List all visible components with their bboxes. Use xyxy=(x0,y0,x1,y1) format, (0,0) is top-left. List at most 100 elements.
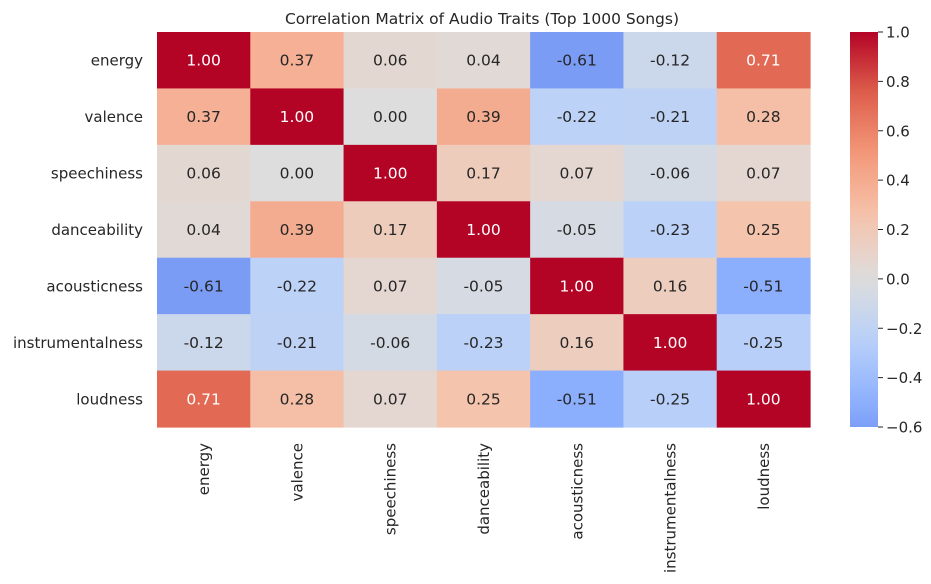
colorbar: 1.0 0.8 0.6 0.4 0.2 0.0 −0.2 −0.4 −0.6 xyxy=(850,24,922,437)
column-labels: energy valence speechiness danceability acou… xyxy=(195,443,773,573)
heatmap-cell xyxy=(250,88,345,146)
cell-value-label: 0.71 xyxy=(186,390,221,408)
heatmap-cell xyxy=(157,370,251,428)
heatmap-cell xyxy=(530,314,625,372)
heatmap-cell xyxy=(716,257,811,315)
chart-title: Correlation Matrix of Audio Traits (Top … xyxy=(285,10,679,28)
heatmap-cell xyxy=(250,257,345,315)
colorbar-tick-label: 0.8 xyxy=(886,73,910,91)
heatmap-cell xyxy=(623,314,718,372)
cell-value-label: -0.12 xyxy=(184,334,224,352)
heatmap-cell xyxy=(716,370,811,428)
cell-value-label: 0.37 xyxy=(186,108,221,126)
cell-value-label: 0.37 xyxy=(280,52,315,70)
cell-value-label: 1.00 xyxy=(466,221,501,239)
colorbar-tick-label: −0.2 xyxy=(886,320,922,338)
cell-value-label: 0.06 xyxy=(186,165,221,183)
heatmap-cells: 1.00 0.37 0.06 0.04 -0.61 -0.12 0.71 0.37 1.00 0.… xyxy=(157,32,811,428)
heatmap-cell xyxy=(530,257,625,315)
cell-value-label: 0.28 xyxy=(280,390,315,408)
cell-value-label: 0.16 xyxy=(653,277,688,295)
heatmap-cell xyxy=(250,314,345,372)
cell-value-label: -0.51 xyxy=(557,390,597,408)
cell-value-label: 0.16 xyxy=(560,334,595,352)
cell-value-label: 1.00 xyxy=(280,108,315,126)
heatmap-cell xyxy=(343,32,438,90)
row-label: energy xyxy=(91,52,143,70)
cell-value-label: -0.61 xyxy=(184,277,224,295)
column-label: loudness xyxy=(755,443,773,510)
heatmap-cell xyxy=(530,201,625,259)
cell-value-label: 0.07 xyxy=(746,165,781,183)
heatmap-cell xyxy=(436,257,531,315)
row-label: instrumentalness xyxy=(13,334,143,352)
heatmap-cell xyxy=(623,144,718,202)
row-label: loudness xyxy=(76,390,143,408)
row-label: speechiness xyxy=(51,165,143,183)
cell-value-label: 0.17 xyxy=(373,221,408,239)
cell-value-label: 0.06 xyxy=(373,52,408,70)
heatmap-cell xyxy=(436,314,531,372)
cell-value-label: -0.05 xyxy=(557,221,597,239)
cell-value-label: 0.17 xyxy=(466,165,501,183)
heatmap-cell xyxy=(623,257,718,315)
cell-value-label: -0.05 xyxy=(463,277,503,295)
cell-value-label: -0.22 xyxy=(277,277,317,295)
cell-value-label: -0.23 xyxy=(463,334,503,352)
column-label: energy xyxy=(195,443,213,495)
column-label: speechiness xyxy=(382,443,400,535)
heatmap-cell xyxy=(343,257,438,315)
heatmap-cell xyxy=(623,370,718,428)
cell-value-label: 1.00 xyxy=(653,334,688,352)
heatmap-cell xyxy=(530,370,625,428)
cell-value-label: 1.00 xyxy=(746,390,781,408)
heatmap-cell xyxy=(716,314,811,372)
cell-value-label: -0.61 xyxy=(557,52,597,70)
cell-value-label: -0.21 xyxy=(650,108,690,126)
column-label: instrumentalness xyxy=(662,443,680,573)
heatmap-cell xyxy=(343,314,438,372)
heatmap-cell xyxy=(157,88,251,146)
heatmap-cell xyxy=(716,32,811,90)
colorbar-tick-label: 0.6 xyxy=(886,122,910,140)
cell-value-label: -0.25 xyxy=(743,334,783,352)
heatmap-cell xyxy=(250,201,345,259)
cell-value-label: 0.00 xyxy=(280,165,315,183)
cell-value-label: -0.23 xyxy=(650,221,690,239)
cell-value-label: 0.04 xyxy=(466,52,501,70)
column-label: valence xyxy=(288,443,306,501)
cell-value-label: -0.21 xyxy=(277,334,317,352)
row-label: danceability xyxy=(51,221,143,239)
cell-value-label: -0.06 xyxy=(650,165,690,183)
cell-value-label: 1.00 xyxy=(186,52,221,70)
heatmap-cell xyxy=(343,88,438,146)
cell-value-label: -0.51 xyxy=(743,277,783,295)
row-label: valence xyxy=(85,108,143,126)
heatmap-cell xyxy=(530,32,625,90)
colorbar-tick-label: −0.4 xyxy=(886,369,922,387)
cell-value-label: 0.07 xyxy=(373,390,408,408)
heatmap-cell xyxy=(250,32,345,90)
heatmap-cell xyxy=(436,370,531,428)
heatmap-cell xyxy=(157,144,251,202)
cell-value-label: 0.28 xyxy=(746,108,781,126)
cell-value-label: 0.07 xyxy=(373,277,408,295)
cell-value-label: 1.00 xyxy=(560,277,595,295)
colorbar-tick-label: 0.4 xyxy=(886,172,910,190)
heatmap-cell xyxy=(436,201,531,259)
heatmap-cell xyxy=(716,88,811,146)
heatmap-cell xyxy=(250,144,345,202)
cell-value-label: 0.39 xyxy=(280,221,315,239)
colorbar-tick-label: 0.2 xyxy=(886,221,910,239)
cell-value-label: 0.04 xyxy=(186,221,221,239)
cell-value-label: -0.22 xyxy=(557,108,597,126)
cell-value-label: 0.25 xyxy=(746,221,781,239)
heatmap-cell xyxy=(436,88,531,146)
cell-value-label: 1.00 xyxy=(373,165,408,183)
column-label: danceability xyxy=(475,443,493,535)
heatmap-cell xyxy=(157,201,251,259)
heatmap-cell xyxy=(623,201,718,259)
heatmap-cell xyxy=(530,144,625,202)
